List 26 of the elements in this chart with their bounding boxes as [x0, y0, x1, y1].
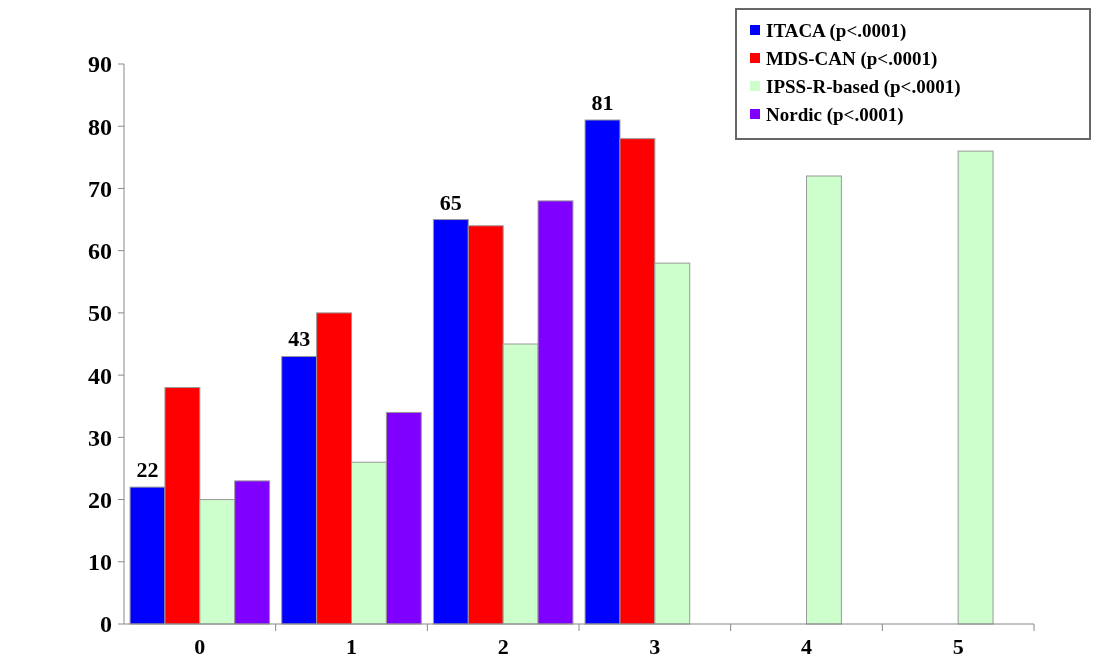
bar: [806, 175, 842, 625]
y-tick-label: 50: [88, 300, 112, 327]
legend-label: Nordic (p<.0001): [766, 103, 904, 126]
data-label: 65: [439, 189, 462, 215]
legend-label: MDS-CAN (p<.0001): [766, 47, 938, 70]
y-tick-label: 80: [88, 113, 112, 140]
bar: [957, 150, 994, 625]
x-tick-label: 5: [952, 634, 964, 659]
y-tick-label: 40: [88, 362, 112, 389]
x-tick-label: 4: [801, 634, 812, 659]
data-label: 81: [591, 90, 614, 115]
y-tick-label: 0: [100, 611, 112, 638]
y-tick-label: 20: [88, 486, 112, 513]
y-tick-label: 10: [88, 549, 112, 576]
y-tick-label: 60: [88, 238, 112, 265]
legend-label: IPSS-R-based (p<.0001): [766, 75, 961, 98]
data-label: 43: [288, 326, 311, 352]
y-tick-label: 30: [88, 424, 112, 451]
y-tick-label: 70: [88, 175, 112, 202]
x-tick-label: 0: [194, 634, 206, 659]
data-label: 22: [136, 457, 159, 483]
x-tick-label: 1: [346, 634, 357, 659]
legend-label: ITACA (p<.0001): [766, 19, 907, 42]
x-tick-label: 2: [497, 634, 509, 659]
x-tick-label: 3: [649, 634, 661, 659]
y-tick-label: 90: [88, 51, 112, 78]
